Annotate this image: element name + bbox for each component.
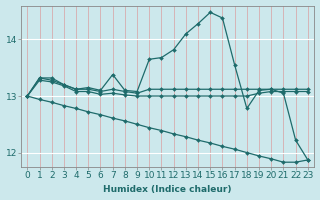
X-axis label: Humidex (Indice chaleur): Humidex (Indice chaleur) (103, 185, 232, 194)
